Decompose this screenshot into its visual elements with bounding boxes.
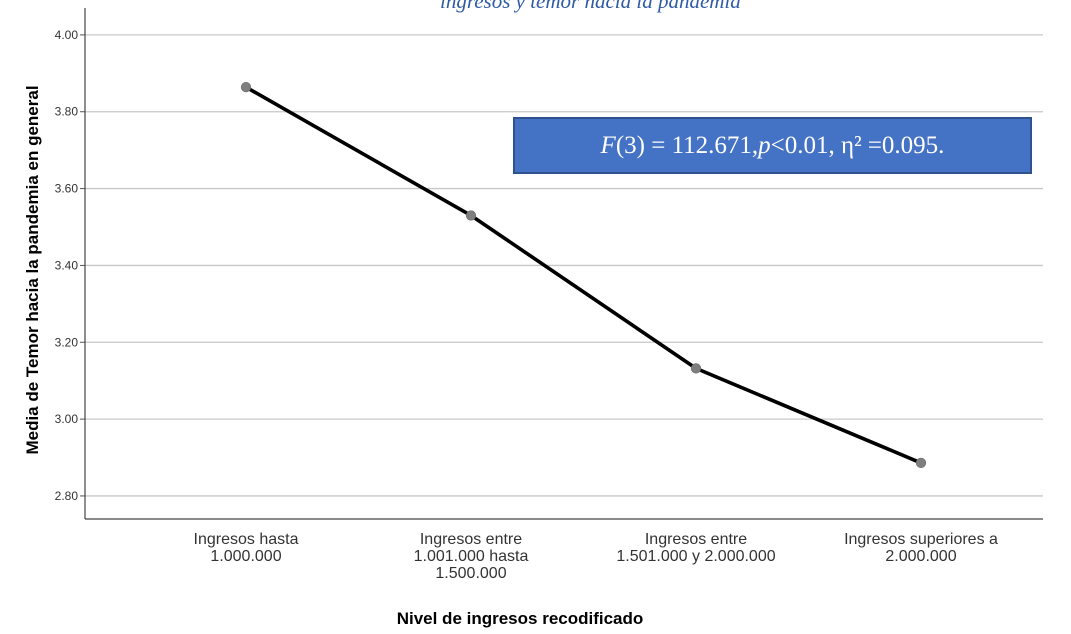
x-tick-label: Ingresos superiores a 2.000.000	[844, 531, 998, 565]
x-tick-label: Ingresos hasta 1.000.000	[193, 531, 299, 565]
x-axis-title: Nivel de ingresos recodificado	[396, 609, 644, 628]
y-tick-label: 3.00	[55, 412, 79, 426]
annotation-p-label: p	[758, 131, 771, 159]
annotation-rest: <0.01, η² =0.095.	[770, 131, 945, 159]
data-point	[915, 457, 927, 469]
x-tick-label: Ingresos entre 1.501.000 y 2.000.000	[616, 531, 776, 565]
y-tick-label: 3.60	[55, 182, 79, 196]
data-point	[690, 363, 702, 374]
series-line	[245, 85, 922, 465]
chart-title: ingresos y temor hacia la pandemia	[440, 0, 741, 13]
annotation-f-value: (3) = 112.671,	[615, 131, 759, 159]
y-tick-label: 4.00	[55, 28, 79, 42]
statistics-annotation: F (3) = 112.671, p <0.01, η² =0.095.	[513, 117, 1032, 174]
y-axis-title: Media de Temor hacia la pandemia en gene…	[23, 85, 42, 455]
data-point	[240, 82, 252, 93]
y-tick-label: 2.80	[55, 489, 79, 503]
y-tick-label: 3.40	[55, 258, 79, 272]
x-tick-label: Ingresos entre 1.001.000 hasta 1.500.000	[413, 531, 529, 582]
y-tick-label: 3.20	[55, 335, 79, 349]
annotation-f-label: F	[600, 131, 616, 159]
data-point	[465, 210, 477, 221]
y-tick-label: 3.80	[55, 105, 79, 119]
